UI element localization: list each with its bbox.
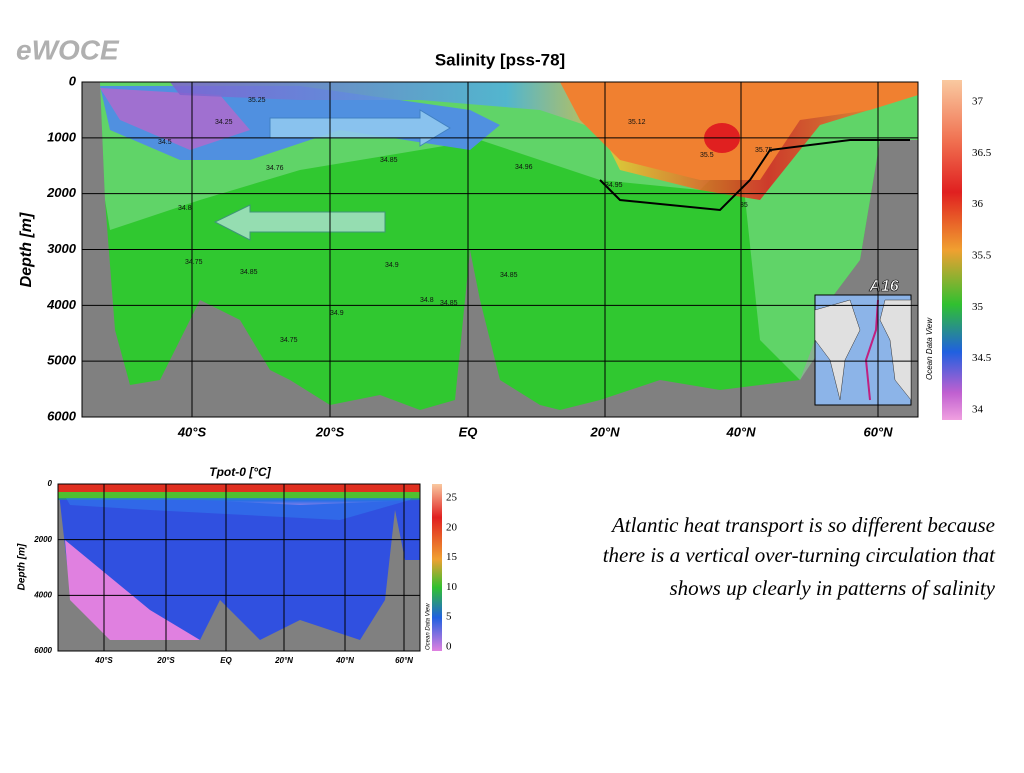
x-tick-label: 20°S — [315, 424, 345, 439]
contour-label: 34.5 — [158, 139, 172, 146]
y-tick-label: 5000 — [47, 353, 77, 368]
colorbar-label: 10 — [446, 581, 458, 593]
plot-frame — [57, 483, 421, 652]
x-tick-label: EQ — [220, 656, 232, 665]
x-tick-label: 40°N — [335, 656, 354, 665]
contour-label: 34.9 — [330, 310, 344, 317]
colorbar-label: 34.5 — [972, 352, 992, 364]
colorbar-label: 15 — [446, 551, 458, 563]
contour-label: 34.75 — [280, 337, 298, 344]
x-tick-label: 40°S — [177, 424, 207, 439]
x-tick-label: 40°N — [725, 424, 756, 439]
caption-line: shows up clearly in patterns of salinity — [670, 576, 996, 600]
contour-label: 35.25 — [248, 97, 266, 104]
colorbar-label: 34 — [972, 404, 984, 416]
small-colorbar — [432, 484, 442, 651]
colorbar-label: 37 — [972, 96, 984, 108]
colorbar-label: 5 — [446, 611, 452, 623]
y-tick-label: 1000 — [47, 129, 77, 144]
colorbar-label: 25 — [446, 492, 458, 504]
caption-line: there is a vertical over-turning circula… — [603, 543, 996, 567]
credit: Ocean Data View — [925, 317, 934, 380]
small-credit: Ocean Data View — [426, 603, 432, 650]
contour-label: 34.8 — [420, 297, 434, 304]
contour-label: 34.9 — [385, 262, 399, 269]
contour-label: 34.25 — [215, 119, 233, 126]
colorbar-label: 36 — [972, 198, 984, 210]
inset-label: A16 — [868, 278, 898, 295]
y-tick-label: 0 — [48, 479, 53, 488]
plot-frame — [81, 81, 919, 418]
y-tick-label: 6000 — [34, 646, 52, 655]
colorbar-label: 35 — [972, 301, 984, 313]
contour-label: 35.75 — [755, 147, 773, 154]
contour-label: 34.75 — [185, 259, 203, 266]
y-tick-label: 4000 — [46, 297, 77, 312]
contour-label: 35.5 — [700, 152, 714, 159]
x-tick-label: 60°N — [395, 656, 413, 665]
contour-label: 34.85 — [380, 157, 398, 164]
y-tick-label: 2000 — [46, 185, 77, 200]
colorbar-label: 20 — [446, 521, 458, 533]
logo: eWOCE — [16, 34, 120, 65]
contour-label: 34.85 — [440, 300, 458, 307]
x-tick-label: 20°S — [156, 656, 175, 665]
contour-label: 34.85 — [500, 272, 518, 279]
contour-label: 34.8 — [178, 205, 192, 212]
contour-label: 35.12 — [628, 119, 646, 126]
contour-label: 35 — [740, 202, 748, 209]
small-y-axis-label: Depth [m] — [17, 543, 28, 590]
y-tick-label: 2000 — [33, 535, 52, 544]
caption-line: Atlantic heat transport is so different … — [610, 513, 995, 537]
contour-label: 34.85 — [240, 269, 258, 276]
colorbar-label: 36.5 — [972, 147, 992, 159]
colorbar — [942, 80, 962, 420]
main-title: Salinity [pss-78] — [435, 50, 565, 69]
contour-label: 34.95 — [605, 182, 623, 189]
x-tick-label: 60°N — [863, 424, 893, 439]
x-tick-label: EQ — [459, 424, 478, 439]
y-tick-label: 0 — [69, 73, 77, 88]
y-tick-label: 3000 — [47, 241, 77, 256]
contour-label: 34.76 — [266, 165, 284, 172]
y-axis-label: Depth [m] — [18, 212, 35, 287]
inset-map: A16 — [814, 278, 912, 406]
colorbar-label: 0 — [446, 641, 452, 653]
x-tick-label: 40°S — [94, 656, 113, 665]
caption: Atlantic heat transport is so different … — [603, 513, 996, 600]
x-tick-label: 20°N — [589, 424, 620, 439]
colorbar-label: 35.5 — [972, 250, 992, 262]
contour-label: 34.96 — [515, 164, 533, 171]
y-tick-label: 6000 — [47, 408, 77, 423]
small-field — [58, 484, 420, 651]
y-tick-label: 4000 — [33, 590, 52, 599]
small-title: Tpot-0 [°C] — [209, 465, 271, 479]
x-tick-label: 20°N — [274, 656, 293, 665]
